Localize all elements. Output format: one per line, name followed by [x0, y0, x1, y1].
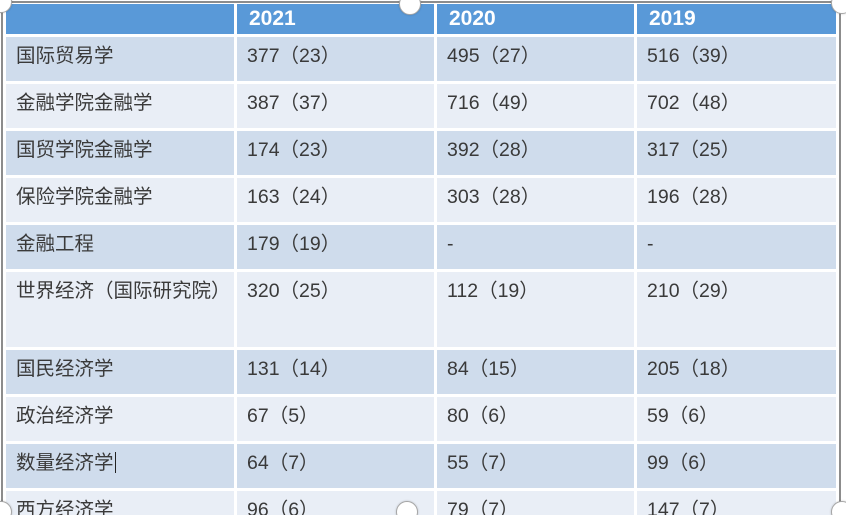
value-cell[interactable]: 80（6） — [437, 397, 634, 441]
row-label-cell[interactable]: 金融学院金融学 — [6, 84, 234, 128]
value-cell[interactable]: 320（25） — [237, 272, 434, 347]
value-cell[interactable]: 495（27） — [437, 37, 634, 81]
value-cell[interactable]: 317（25） — [637, 131, 836, 175]
table-row: 国贸学院金融学 174（23） 392（28） 317（25） — [6, 131, 836, 175]
row-label-cell[interactable]: 世界经济（国际研究院） — [6, 272, 234, 347]
resize-handle-top-right[interactable] — [831, 0, 846, 14]
table-row: 数量经济学 64（7） 55（7） 99（6） — [6, 444, 836, 488]
value-cell[interactable]: 55（7） — [437, 444, 634, 488]
value-cell[interactable]: 303（28） — [437, 178, 634, 222]
value-cell[interactable]: 716（49） — [437, 84, 634, 128]
value-cell[interactable]: 99（6） — [637, 444, 836, 488]
value-cell[interactable]: 179（19） — [237, 225, 434, 269]
admissions-table: 2021 2020 2019 国际贸易学 377（23） 495（27） 516（39… — [3, 1, 839, 515]
value-cell[interactable]: 163（24） — [237, 178, 434, 222]
value-cell[interactable]: 196（28） — [637, 178, 836, 222]
value-cell[interactable]: 147（7） — [637, 491, 836, 515]
row-label-cell[interactable]: 保险学院金融学 — [6, 178, 234, 222]
value-cell[interactable]: 210（29） — [637, 272, 836, 347]
value-cell[interactable]: 64（7） — [237, 444, 434, 488]
row-label-cell[interactable]: 国民经济学 — [6, 350, 234, 394]
value-cell[interactable]: 702（48） — [637, 84, 836, 128]
row-label-cell[interactable]: 国际贸易学 — [6, 37, 234, 81]
table-row: 政治经济学 67（5） 80（6） 59（6） — [6, 397, 836, 441]
value-cell[interactable]: 84（15） — [437, 350, 634, 394]
value-cell[interactable]: 174（23） — [237, 131, 434, 175]
table-row: 世界经济（国际研究院） 320（25） 112（19） 210（29） — [6, 272, 836, 347]
table-row: 保险学院金融学 163（24） 303（28） 196（28） — [6, 178, 836, 222]
table-row: 西方经济学 96（6） 79（7） 147（7） — [6, 491, 836, 515]
row-label-cell[interactable]: 数量经济学 — [6, 444, 234, 488]
header-cell-2019[interactable]: 2019 — [637, 4, 836, 34]
header-row: 2021 2020 2019 — [6, 4, 836, 34]
value-cell[interactable]: 387（37） — [237, 84, 434, 128]
row-label-cell[interactable]: 金融工程 — [6, 225, 234, 269]
table-row: 金融工程 179（19） - - — [6, 225, 836, 269]
header-cell-2020[interactable]: 2020 — [437, 4, 634, 34]
resize-handle-bottom-left[interactable] — [0, 501, 12, 515]
value-cell[interactable]: 377（23） — [237, 37, 434, 81]
text-cursor — [114, 452, 117, 473]
value-cell[interactable]: 205（18） — [637, 350, 836, 394]
value-cell[interactable]: 67（5） — [237, 397, 434, 441]
row-label-cell[interactable]: 西方经济学 — [6, 491, 234, 515]
resize-handle-bottom-right[interactable] — [831, 501, 846, 515]
row-label-cell[interactable]: 政治经济学 — [6, 397, 234, 441]
value-cell[interactable]: 59（6） — [637, 397, 836, 441]
header-cell-blank[interactable] — [6, 4, 234, 34]
table-row: 国民经济学 131（14） 84（15） 205（18） — [6, 350, 836, 394]
value-cell[interactable]: 392（28） — [437, 131, 634, 175]
row-label-cell[interactable]: 国贸学院金融学 — [6, 131, 234, 175]
table-row: 金融学院金融学 387（37） 716（49） 702（48） — [6, 84, 836, 128]
value-cell[interactable]: 112（19） — [437, 272, 634, 347]
resize-handle-bottom-center[interactable] — [396, 501, 418, 515]
table-row: 国际贸易学 377（23） 495（27） 516（39） — [6, 37, 836, 81]
value-cell[interactable]: - — [437, 225, 634, 269]
value-cell[interactable]: 131（14） — [237, 350, 434, 394]
value-cell[interactable]: - — [637, 225, 836, 269]
value-cell[interactable]: 79（7） — [437, 491, 634, 515]
value-cell[interactable]: 516（39） — [637, 37, 836, 81]
